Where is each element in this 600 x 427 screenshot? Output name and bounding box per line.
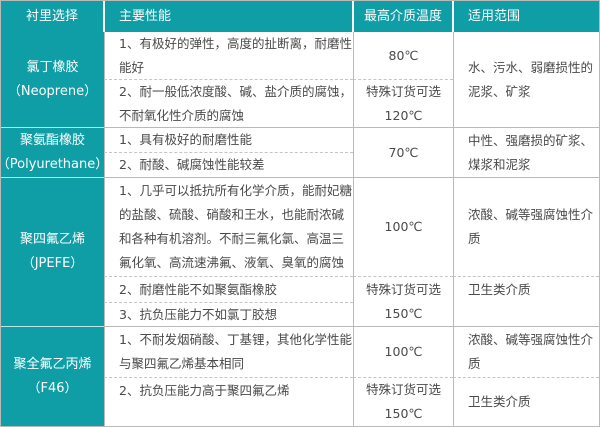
header-label: 衬里选择 [25, 8, 78, 24]
lining-name-en: （JPEFE） [21, 256, 84, 271]
performance-cell: 2、耐一般低浓度酸、碱、盐介质的腐蚀， 不耐氧化性介质的腐蚀 [104, 80, 353, 128]
scope-cell: 浓酸、碱等强腐蚀性介质 [453, 178, 599, 277]
scope-cell: 浓酸、碱等强腐蚀性介质 [453, 327, 599, 378]
text-line: 1、有极好的弹性，高度的扯断离，耐磨性 [119, 35, 352, 51]
performance-cell: 2、抗负压能力高于聚四氟乙烯 [104, 378, 353, 426]
lining-name: 聚四氟乙烯 [19, 232, 85, 247]
text-line: 卫生类介质 [468, 282, 531, 297]
text-line: 2、耐磨性能不如聚氨酯橡胶 [119, 281, 277, 297]
lining-polyurethane: 聚氨酯橡胶 （Polyurethane） [0, 128, 108, 178]
text-line: 特殊订货可选 [365, 382, 441, 397]
text-line: 120℃ [384, 107, 423, 123]
text-line: 2、耐酸、碱腐蚀性能较差 [119, 157, 265, 172]
header-performance: 主要性能 [104, 1, 353, 32]
text-line: 泥浆、矿浆 [468, 83, 531, 99]
text-line: 特殊订货可选 [365, 281, 441, 297]
text-line: 1、具有极好的耐磨性能 [119, 132, 252, 147]
temp-cell: 特殊订货可选 150℃ [353, 378, 453, 426]
header-label: 适用范围 [468, 8, 521, 24]
lining-ptfe: 聚四氟乙烯 （JPEFE） [1, 178, 104, 327]
temp-cell: 特殊订货可选 120℃ [353, 80, 453, 128]
text-line: 水、污水、弱磨损性的 [468, 59, 594, 75]
scope-cell: 水、污水、弱磨损性的 泥浆、矿浆 [453, 32, 599, 128]
lining-name: 氯丁橡胶 [26, 59, 79, 75]
text-line: 2、抗负压能力高于聚四氟乙烯 [119, 383, 290, 398]
text-line: 100℃ [384, 219, 423, 234]
temp-cell: 100℃ [353, 178, 453, 277]
scope-cell: 中性、强磨损的矿浆、 煤浆和泥浆 [453, 128, 599, 178]
performance-cell: 1、具有极好的耐磨性能 [104, 128, 353, 153]
temp-cell: 特殊订货可选 150℃ [353, 277, 453, 327]
lining-f46: 聚全氟乙丙烯 （F46） [1, 327, 104, 426]
performance-cell: 2、耐磨性能不如聚氨酯橡胶 [104, 277, 353, 303]
text-line: 特殊订货可选 [365, 83, 441, 99]
lining-name: 聚氨酯橡胶 [19, 132, 85, 148]
header-label: 主要性能 [119, 8, 172, 24]
text-line: 浓酸、碱等强腐蚀性介 [468, 332, 594, 347]
text-line: 质 [468, 356, 481, 371]
text-line: 与聚四氟乙烯基本相同 [119, 356, 245, 371]
header-label: 最高介质温度 [363, 8, 442, 24]
text-line: 煤浆和泥浆 [468, 156, 531, 172]
temp-cell: 80℃ [353, 32, 453, 80]
text-line: 浓酸、碱等强腐蚀性介 [468, 207, 594, 222]
text-line: 80℃ [388, 47, 419, 63]
performance-cell: 3、抗负压能力不如氯丁胶想 [104, 303, 353, 327]
text-line: 100℃ [384, 344, 423, 359]
temp-cell: 70℃ [353, 128, 453, 178]
performance-cell: 2、耐酸、碱腐蚀性能较差 [104, 153, 353, 178]
text-line: 不耐氧化性介质的腐蚀 [119, 107, 245, 123]
temp-cell: 100℃ [353, 327, 453, 378]
header-max-temp: 最高介质温度 [353, 1, 453, 32]
header-lining: 衬里选择 [1, 1, 104, 32]
text-line: 氟化氧、高流速沸氟、液氧、臭氧的腐蚀 [119, 255, 345, 270]
scope-cell: 卫生类介质 [453, 277, 599, 327]
text-line: 中性、强磨损的矿浆、 [468, 132, 594, 148]
text-line: 70℃ [388, 144, 419, 160]
scope-cell: 卫生类介质 [453, 378, 599, 426]
performance-cell: 1、不耐发烟硝酸、丁基锂，其他化学性能 与聚四氟乙烯基本相同 [104, 327, 353, 378]
performance-cell: 1、有极好的弹性，高度的扯断离，耐磨性 能好 [104, 32, 353, 80]
lining-name-en: （Polyurethane） [0, 156, 109, 172]
performance-cell: 1、几乎可以抵抗所有化学介质，能耐妃糖 的盐酸、硫酸、硝酸和王水，也能耐浓碱 和各种… [104, 178, 353, 277]
text-line: 质 [468, 231, 481, 246]
lining-name: 聚全氟乙丙烯 [13, 356, 92, 372]
text-line: 能好 [119, 59, 145, 75]
text-line: 2、耐一般低浓度酸、碱、盐介质的腐蚀， [119, 83, 352, 99]
text-line: 和各种有机溶剂。不耐三氟化氯、高温三 [119, 231, 345, 246]
text-line: 150℃ [384, 406, 423, 421]
lining-name-en: （F46） [27, 380, 78, 396]
text-line: 3、抗负压能力不如氯丁胶想 [119, 306, 277, 322]
header-scope: 适用范围 [453, 1, 599, 32]
lining-neoprene: 氯丁橡胶 （Neoprene） [1, 32, 104, 128]
text-line: 卫生类介质 [468, 394, 531, 409]
lining-name-en: （Neoprene） [7, 83, 98, 99]
text-line: 1、几乎可以抵抗所有化学介质，能耐妃糖 [119, 183, 352, 198]
text-line: 的盐酸、硫酸、硝酸和王水，也能耐浓碱 [119, 207, 345, 222]
text-line: 1、不耐发烟硝酸、丁基锂，其他化学性能 [119, 332, 352, 347]
text-line: 150℃ [384, 305, 423, 321]
